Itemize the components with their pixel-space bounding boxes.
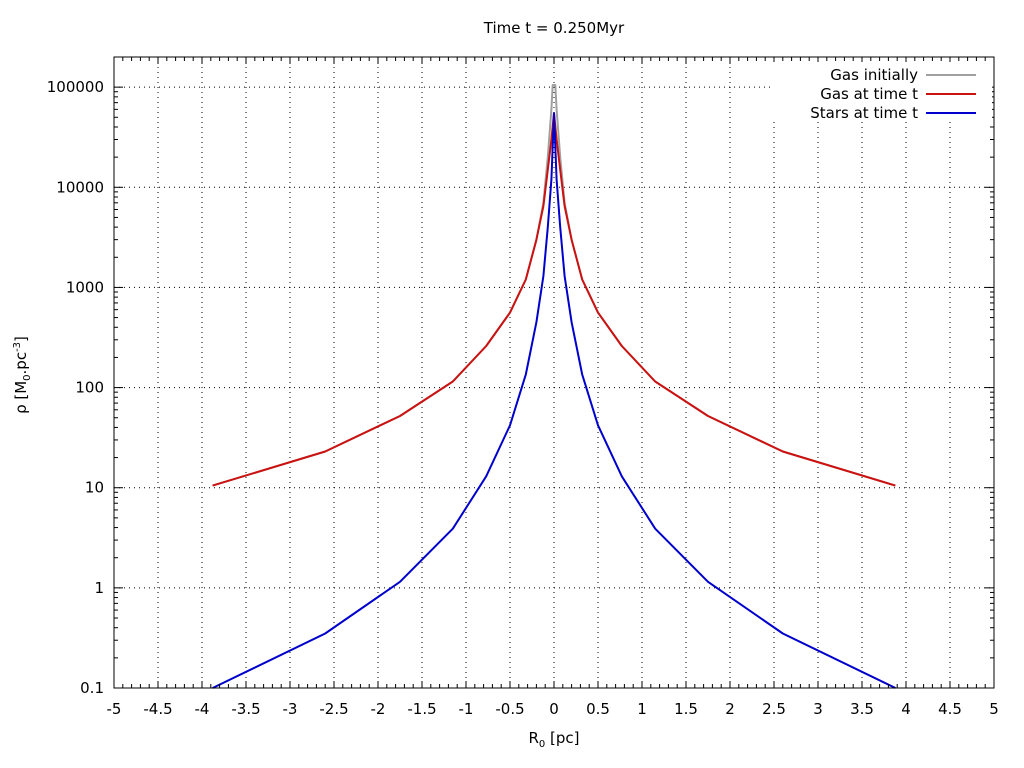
x-tick-label: 3.5 xyxy=(850,700,874,718)
x-tick-label: -2.5 xyxy=(319,700,348,718)
x-tick-label: 4.5 xyxy=(938,700,962,718)
legend-label-3: Stars at time t xyxy=(810,104,918,122)
series-line-1 xyxy=(212,84,896,487)
x-tick-label: 2 xyxy=(725,700,735,718)
x-tick-label: -4.5 xyxy=(143,700,172,718)
x-axis-title: R0 [pc] xyxy=(528,729,579,750)
legend-label-1: Gas initially xyxy=(830,66,918,84)
y-tick-label: 10 xyxy=(85,479,104,497)
y-tick-label: 10000 xyxy=(56,178,104,196)
y-tick-label: 100 xyxy=(75,379,104,397)
y-tick-label: 0.1 xyxy=(80,679,104,697)
series-lines xyxy=(212,84,896,689)
x-tick-label: 0.5 xyxy=(586,700,610,718)
y-tick-label: 100000 xyxy=(47,78,104,96)
x-tick-label: 0 xyxy=(549,700,559,718)
axes: -5 -4.5 -4 -3.5 -3 -2.5 -2 -1.5 -1 -0.5 0 0.5 1 1.5 2 2… xyxy=(47,56,999,718)
series-line-2 xyxy=(212,112,896,487)
grid-lines xyxy=(114,57,994,688)
x-tick-label: -2 xyxy=(371,700,386,718)
series-line-3 xyxy=(212,112,896,689)
x-tick-label: -3 xyxy=(283,700,298,718)
chart-title: Time t = 0.250Myr xyxy=(483,19,625,37)
legend-label-2: Gas at time t xyxy=(820,85,918,103)
x-tick-label: -3.5 xyxy=(231,700,260,718)
x-tick-label: -1 xyxy=(459,700,474,718)
x-tick-label: 1.5 xyxy=(674,700,698,718)
x-tick-label: -1.5 xyxy=(407,700,436,718)
x-tick-label: 3 xyxy=(813,700,823,718)
y-axis-title: ρ [M0.pc-3] xyxy=(12,336,33,414)
x-tick-label: 5 xyxy=(989,700,999,718)
x-tick-label: -0.5 xyxy=(495,700,524,718)
y-tick-label: 1 xyxy=(94,579,104,597)
plot-frame xyxy=(113,56,995,689)
x-tick-label: 2.5 xyxy=(762,700,786,718)
x-tick-label: -5 xyxy=(107,700,122,718)
y-tick-label: 1000 xyxy=(66,278,104,296)
x-tick-label: 1 xyxy=(637,700,647,718)
x-tick-label: -4 xyxy=(195,700,210,718)
x-tick-label: 4 xyxy=(901,700,911,718)
